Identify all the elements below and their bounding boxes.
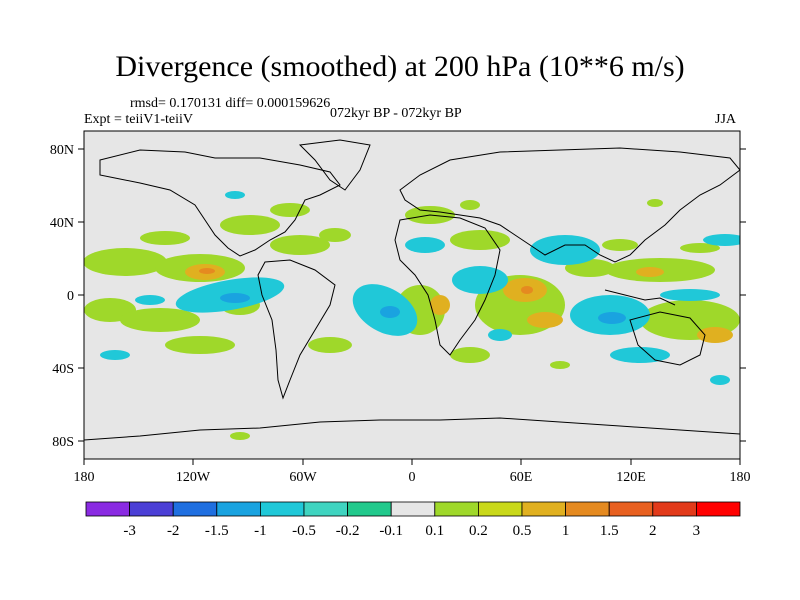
colorbar-label: 0.2 — [469, 523, 488, 539]
experiment-label: Expt = teiiV1-teiiV — [84, 112, 193, 127]
season-label: JJA — [715, 112, 737, 127]
negative-divergence-patches — [100, 191, 740, 385]
divergence-field — [84, 191, 740, 440]
colorbar — [85, 501, 741, 517]
colorbar-label: -3 — [123, 523, 136, 539]
colorbar-swatch — [347, 501, 392, 517]
lat-tick-label: 40S — [52, 362, 74, 377]
lat-tick-label: 40N — [50, 216, 74, 231]
colorbar-label: 2 — [649, 523, 657, 539]
lon-tick-labels: 180 120W 60W 0 60E 120E 180 — [74, 470, 751, 485]
chart-title: Divergence (smoothed) at 200 hPa (10**6 … — [115, 50, 685, 83]
colorbar-swatch — [565, 501, 610, 517]
colorbar-swatch — [259, 501, 305, 517]
colorbar-label: -1 — [254, 523, 267, 539]
colorbar-label: 0.5 — [513, 523, 532, 539]
colorbar-swatch — [652, 501, 697, 517]
colorbar-label: 0.1 — [425, 523, 444, 539]
north-america-coast — [99, 149, 341, 257]
colorbar-swatch — [521, 501, 566, 517]
colorbar-label: -0.1 — [379, 523, 403, 539]
lat-tick-labels: 80N 40N 0 40S 80S — [50, 143, 74, 450]
colorbar-swatch — [129, 501, 174, 517]
colorbar-labels: -3 -2 -1.5 -1 -0.5 -0.2 -0.1 0.1 0.2 0.5 1 1.5 2 3 — [123, 523, 700, 539]
colorbar-label: 3 — [693, 523, 701, 539]
coastlines — [84, 139, 740, 441]
indonesia-coast — [604, 289, 676, 306]
colorbar-swatch — [696, 501, 741, 517]
colorbar-swatch — [434, 501, 479, 517]
colorbar-swatch — [172, 501, 218, 517]
lat-tick-label: 0 — [67, 289, 74, 304]
south-america-coast — [257, 259, 336, 400]
colorbar-swatch — [390, 501, 436, 517]
colorbar-swatch — [85, 501, 130, 517]
strong-negative-cores — [220, 293, 626, 324]
lat-tick-label: 80N — [50, 143, 74, 158]
colorbar-label: 1 — [562, 523, 570, 539]
lon-tick-label: 0 — [409, 470, 416, 485]
colorbar-swatch — [608, 501, 654, 517]
colorbar-swatch — [303, 501, 348, 517]
lon-tick-label: 120W — [176, 470, 211, 485]
lon-tick-label: 60W — [289, 470, 317, 485]
colorbar-swatch — [477, 501, 523, 517]
colorbar-swatch — [216, 501, 261, 517]
colorbar-label: -2 — [167, 523, 180, 539]
colorbar-label: 1.5 — [600, 523, 619, 539]
period-label: 072kyr BP - 072kyr BP — [330, 106, 462, 121]
lon-tick-label: 60E — [510, 470, 533, 485]
lon-tick-marks — [83, 459, 741, 465]
lon-tick-label: 120E — [616, 470, 646, 485]
stats-label: rmsd= 0.170131 diff= 0.000159626 — [130, 96, 331, 111]
lon-tick-label: 180 — [730, 470, 751, 485]
lat-tick-marks — [78, 148, 746, 442]
greenland-coast — [298, 139, 371, 191]
eurasia-coast — [399, 147, 740, 263]
africa-coast — [394, 214, 501, 356]
lat-tick-label: 80S — [52, 435, 74, 450]
antarctica-coast — [84, 417, 740, 441]
lon-tick-label: 180 — [74, 470, 95, 485]
strong-positive-cores — [199, 268, 533, 294]
australia-coast — [629, 311, 706, 366]
colorbar-label: -0.5 — [292, 523, 316, 539]
colorbar-label: -1.5 — [205, 523, 229, 539]
colorbar-label: -0.2 — [336, 523, 360, 539]
